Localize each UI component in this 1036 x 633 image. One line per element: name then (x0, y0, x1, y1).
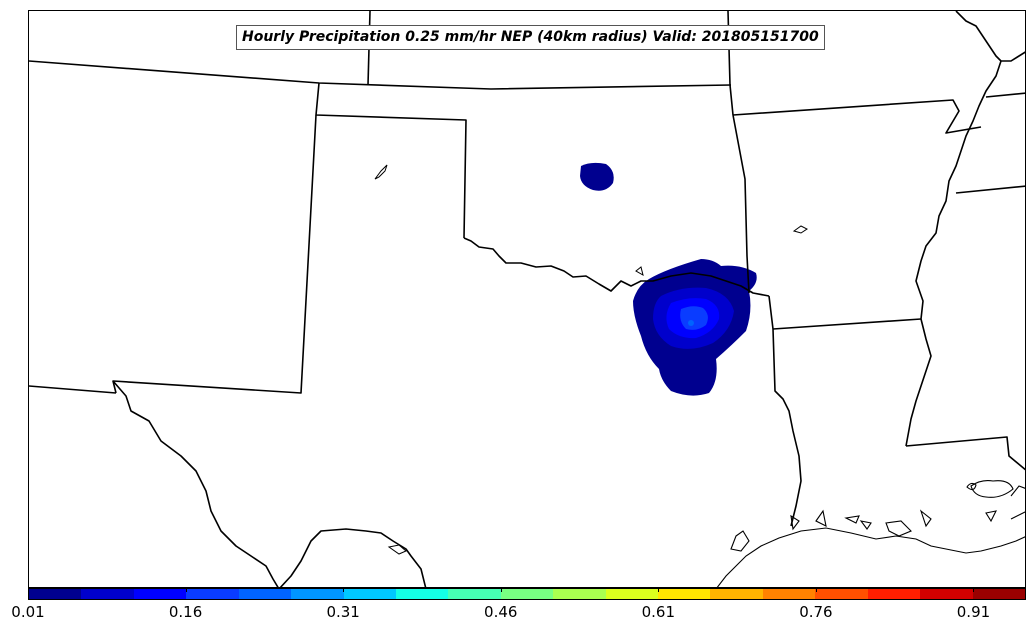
colorbar-segment (710, 589, 763, 599)
colorbar-tick-mark (28, 588, 29, 592)
border-tn-ms (985, 92, 1025, 98)
colorbar-tick-label: 0.16 (168, 603, 203, 621)
colorbar-tick-label: 0.91 (956, 603, 991, 621)
colorbar-tick-mark (973, 588, 975, 592)
border-ok-panhandle (315, 82, 467, 239)
colorbar-segment (133, 589, 187, 599)
colorbar (28, 588, 1026, 600)
colorbar-segment (553, 589, 606, 599)
precip-area-red-river-core-3 (680, 306, 708, 330)
border-ar-tx-la (768, 295, 802, 527)
precip-area-red-river-core-4 (688, 320, 694, 326)
colorbar-segment (29, 589, 82, 599)
colorbar-tick-mark (500, 588, 502, 592)
border-mexico (279, 528, 427, 587)
colorbar-tick-label: 0.46 (484, 603, 518, 621)
precip-area-oklahoma-north (580, 162, 614, 191)
colorbar-tick-label: 0.61 (641, 603, 676, 621)
border-nm-west (29, 385, 117, 394)
colorbar-segment (81, 589, 134, 599)
border-red-river (463, 237, 770, 297)
precip-layer (580, 162, 757, 396)
colorbar-segment (291, 589, 344, 599)
border-ok-ar (732, 114, 750, 294)
colorbar-segment (238, 589, 292, 599)
border-mo-east (955, 11, 1025, 62)
colorbar-segment (448, 589, 501, 599)
precipitation-map (29, 11, 1025, 587)
colorbar-tick-label: 0.31 (326, 603, 360, 621)
map-panel: Hourly Precipitation 0.25 mm/hr NEP (40k… (28, 10, 1026, 588)
colorbar-tick-mark (815, 588, 817, 592)
border-mississippi-river (905, 60, 1002, 447)
colorbar-segment (920, 589, 973, 599)
colorbar-segment (186, 589, 239, 599)
colorbar-segment (343, 589, 396, 599)
border-la-ms-south (905, 436, 1025, 471)
map-title: Hourly Precipitation 0.25 mm/hr NEP (40k… (236, 25, 825, 50)
border-ar-ms-ms (955, 185, 1025, 194)
colorbar-segment (395, 589, 449, 599)
border-tx-nm (112, 114, 317, 394)
lakes (374, 164, 808, 555)
colorbar-segment (762, 589, 816, 599)
state-boundaries (29, 11, 1025, 587)
colorbar-segment (867, 589, 921, 599)
colorbar-segment (658, 589, 711, 599)
border-ar-la (772, 318, 922, 330)
colorbar-segment (605, 589, 659, 599)
colorbar-tick-label: 0.76 (799, 603, 833, 621)
colorbar-tick-label: 0.01 (11, 603, 45, 621)
border-mo-ar (732, 99, 982, 134)
gulf-coastline (716, 480, 1025, 587)
colorbar-tick-mark (658, 588, 660, 592)
colorbar-tick-mark (185, 588, 187, 592)
border-co-nm-ks-ok (29, 60, 732, 90)
colorbar-segment (500, 589, 554, 599)
colorbar-segment (815, 589, 868, 599)
border-rio-grande (112, 380, 279, 587)
colorbar-tick-mark (343, 588, 345, 592)
colorbar-segment (972, 589, 1026, 599)
